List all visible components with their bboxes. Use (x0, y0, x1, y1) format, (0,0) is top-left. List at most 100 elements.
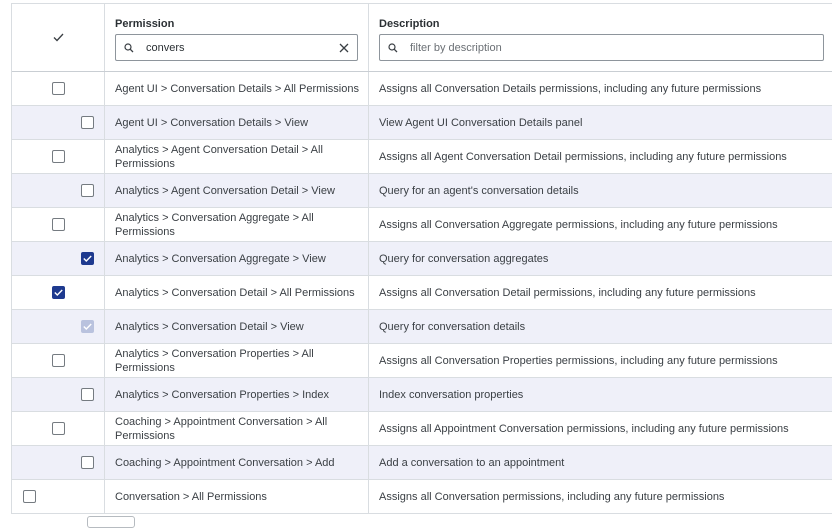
permission-cell: Analytics > Conversation Aggregate > All… (105, 208, 369, 241)
description-filter (379, 34, 824, 61)
permission-cell: Agent UI > Conversation Details > All Pe… (105, 72, 369, 105)
row-checkbox[interactable] (23, 489, 36, 503)
table-row[interactable]: Coaching > Appointment Conversation > Ad… (12, 446, 832, 480)
description-cell: Assigns all Conversation permissions, in… (369, 480, 832, 513)
row-check-cell (12, 310, 105, 343)
permission-name: Analytics > Agent Conversation Detail > … (115, 184, 335, 197)
row-check-cell (12, 106, 105, 139)
check-icon (53, 33, 63, 42)
description-title: Description (379, 18, 440, 30)
check-icon (54, 289, 63, 296)
table-row[interactable]: Coaching > Appointment Conversation > Al… (12, 412, 832, 446)
description-cell: Query for conversation details (369, 310, 832, 343)
table-row[interactable]: Analytics > Conversation Properties > In… (12, 378, 832, 412)
permission-cell: Analytics > Conversation Aggregate > Vie… (105, 242, 369, 275)
row-checkbox[interactable] (52, 353, 65, 367)
permission-description: View Agent UI Conversation Details panel (379, 116, 583, 129)
permission-name: Analytics > Conversation Aggregate > Vie… (115, 252, 326, 265)
row-checkbox[interactable] (81, 115, 94, 129)
permission-description: Assigns all Conversation Aggregate permi… (379, 218, 778, 231)
permission-name: Analytics > Conversation Aggregate > All… (115, 211, 314, 238)
clear-icon[interactable] (331, 43, 357, 53)
permission-name: Analytics > Conversation Detail > All Pe… (115, 286, 355, 299)
description-cell: Assigns all Conversation Details permiss… (369, 72, 832, 105)
description-filter-input[interactable] (406, 35, 823, 60)
permission-cell: Analytics > Conversation Detail > All Pe… (105, 276, 369, 309)
permission-cell: Analytics > Conversation Properties > In… (105, 378, 369, 411)
search-icon (380, 42, 406, 53)
permission-description: Assigns all Conversation Details permiss… (379, 82, 762, 95)
row-check-cell (12, 208, 105, 241)
row-checkbox[interactable] (52, 149, 65, 163)
row-check-cell (12, 72, 105, 105)
row-checkbox[interactable] (81, 183, 94, 197)
row-check-cell (12, 446, 105, 479)
footer-button[interactable] (87, 516, 135, 528)
row-check-cell (12, 140, 105, 173)
row-checkbox[interactable] (52, 285, 65, 299)
permission-description: Assigns all Conversation permissions, in… (379, 490, 725, 503)
permission-description: Assigns all Conversation Detail permissi… (379, 286, 756, 299)
table-row[interactable]: Analytics > Conversation Detail > View Qu… (12, 310, 832, 344)
description-cell: View Agent UI Conversation Details panel (369, 106, 832, 139)
table-row[interactable]: Analytics > Agent Conversation Detail > … (12, 140, 832, 174)
permission-description: Query for an agent's conversation detail… (379, 184, 579, 197)
row-checkbox[interactable] (52, 81, 65, 95)
table-row[interactable]: Analytics > Agent Conversation Detail > … (12, 174, 832, 208)
permission-name: Analytics > Conversation Properties > Al… (115, 347, 314, 374)
row-check-cell (12, 174, 105, 207)
row-checkbox[interactable] (52, 421, 65, 435)
permission-description: Query for conversation details (379, 320, 526, 333)
table-row[interactable]: Analytics > Conversation Aggregate > Vie… (12, 242, 832, 276)
permission-name: Coaching > Appointment Conversation > Ad… (115, 456, 335, 469)
permission-description: Index conversation properties (379, 388, 524, 401)
permission-cell: Agent UI > Conversation Details > View (105, 106, 369, 139)
row-check-cell (12, 276, 105, 309)
permission-name: Coaching > Appointment Conversation > Al… (115, 415, 328, 442)
table-header: Permission Description (12, 4, 832, 72)
permission-column-header: Permission (105, 4, 369, 71)
row-check-cell (12, 480, 105, 513)
permission-filter-input[interactable] (142, 35, 331, 60)
description-cell: Assigns all Agent Conversation Detail pe… (369, 140, 832, 173)
row-checkbox[interactable] (81, 387, 94, 401)
permission-filter (115, 34, 358, 61)
header-check-column (12, 4, 105, 71)
description-cell: Assigns all Conversation Detail permissi… (369, 276, 832, 309)
description-column-header: Description (369, 4, 832, 71)
permission-cell: Analytics > Agent Conversation Detail > … (105, 174, 369, 207)
row-checkbox[interactable] (52, 217, 65, 231)
row-checkbox[interactable] (81, 251, 94, 265)
description-cell: Query for conversation aggregates (369, 242, 832, 275)
check-icon (83, 255, 92, 262)
table-row[interactable]: Analytics > Conversation Properties > Al… (12, 344, 832, 378)
table-row[interactable]: Agent UI > Conversation Details > All Pe… (12, 72, 832, 106)
permission-cell: Analytics > Conversation Properties > Al… (105, 344, 369, 377)
permission-description: Assigns all Conversation Properties perm… (379, 354, 778, 367)
table-row[interactable]: Analytics > Conversation Detail > All Pe… (12, 276, 832, 310)
permission-cell: Analytics > Agent Conversation Detail > … (105, 140, 369, 173)
permissions-table: Permission Description Agent UI > Conver… (11, 3, 832, 514)
check-icon (83, 323, 92, 330)
row-check-cell (12, 378, 105, 411)
description-cell: Assigns all Conversation Aggregate permi… (369, 208, 832, 241)
permission-name: Analytics > Conversation Detail > View (115, 320, 304, 333)
permission-name: Agent UI > Conversation Details > View (115, 116, 309, 129)
row-check-cell (12, 344, 105, 377)
description-cell: Index conversation properties (369, 378, 832, 411)
permission-cell: Conversation > All Permissions (105, 480, 369, 513)
row-checkbox (81, 319, 94, 333)
row-check-cell (12, 242, 105, 275)
row-checkbox[interactable] (81, 455, 94, 469)
row-check-cell (12, 412, 105, 445)
permission-description: Assigns all Appointment Conversation per… (379, 422, 789, 435)
permission-description: Assigns all Agent Conversation Detail pe… (379, 150, 787, 163)
permission-name: Analytics > Agent Conversation Detail > … (115, 143, 323, 170)
table-row[interactable]: Analytics > Conversation Aggregate > All… (12, 208, 832, 242)
table-row[interactable]: Agent UI > Conversation Details > View Vi… (12, 106, 832, 140)
permission-title: Permission (115, 18, 175, 30)
description-cell: Query for an agent's conversation detail… (369, 174, 832, 207)
permission-name: Analytics > Conversation Properties > In… (115, 388, 330, 401)
permission-name: Agent UI > Conversation Details > All Pe… (115, 82, 359, 95)
table-row[interactable]: Conversation > All Permissions Assigns al… (12, 480, 832, 514)
